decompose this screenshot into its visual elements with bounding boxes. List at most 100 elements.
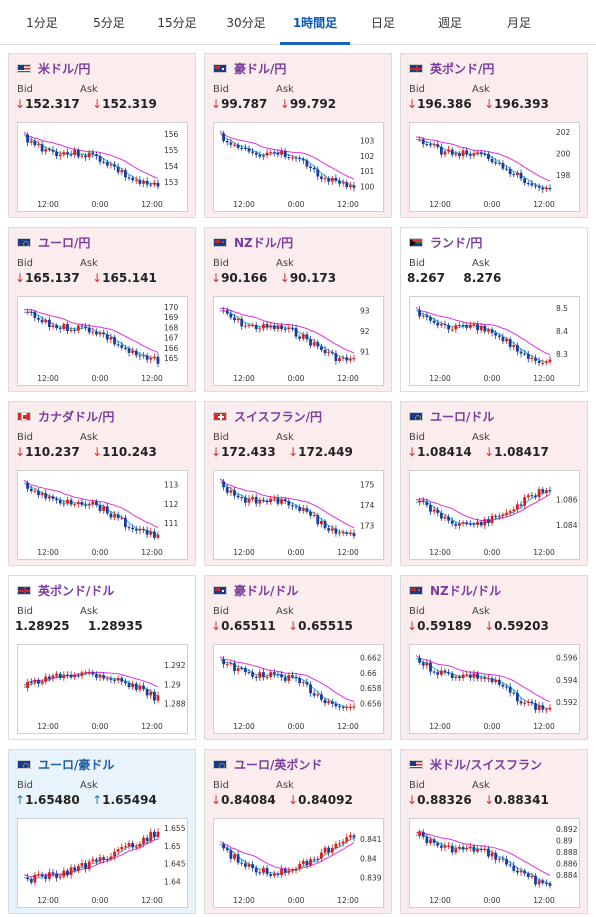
y-tick-label: 167	[164, 334, 179, 343]
rate-card[interactable]: カナダドル/円 Bid Ask ↓110.237 ↓110.243 113 112…	[8, 401, 196, 566]
rate-card[interactable]: ユーロ/ドル Bid Ask ↓1.08414 ↓1.08417 1.086 1.…	[400, 401, 588, 566]
candle-body	[127, 527, 131, 529]
candle-body	[120, 846, 124, 850]
pair-title[interactable]: ランド/円	[409, 234, 482, 250]
candle-body	[476, 324, 479, 331]
candlestick-svg: 0.596 0.594 0.592 12:00 0:00 12:00	[415, 653, 578, 731]
candlestick-svg: 1.655 1.65 1.645 1.64 12:00 0:00 12:00	[23, 824, 186, 905]
candle-body	[479, 152, 483, 154]
candle-body	[508, 339, 512, 347]
tab-5[interactable]: 日足	[370, 16, 395, 30]
bid-label: Bid	[213, 84, 229, 95]
tab-2[interactable]: 15分足	[157, 16, 197, 30]
candle-body	[494, 332, 498, 336]
pair-title[interactable]: NZドル/ドル	[409, 582, 501, 598]
pair-title[interactable]: ユーロ/英ポンド	[213, 756, 322, 772]
candle-body	[251, 672, 254, 677]
candle-body	[548, 359, 552, 362]
tab-0[interactable]: 1分足	[26, 16, 58, 30]
price-chart[interactable]: 170 169 168 167 166 165 12:00 0:00 12:00	[17, 296, 188, 386]
candle-body	[316, 342, 320, 347]
candle-body	[84, 504, 87, 506]
tab-1[interactable]: 5分足	[93, 16, 125, 30]
candle-body	[334, 843, 338, 848]
pair-title[interactable]: スイスフラン/円	[213, 408, 322, 424]
tab-4[interactable]: 1時間足	[280, 0, 350, 45]
candle-body	[516, 172, 519, 176]
x-tick-label: 0:00	[484, 722, 501, 731]
candle-body	[84, 672, 87, 674]
rate-card[interactable]: ユーロ/円 Bid Ask ↓165.137 ↓165.141 170 169 16…	[8, 227, 196, 392]
eu-gb-flag	[213, 759, 227, 769]
pair-title[interactable]: ユーロ/円	[17, 234, 90, 250]
pair-title[interactable]: 豪ドル/ドル	[213, 582, 298, 598]
tab-7[interactable]: 月足	[506, 16, 531, 30]
price-values: ↓196.386 ↓196.393	[407, 97, 549, 111]
rate-card[interactable]: 豪ドル/円 Bid Ask ↓99.787 ↓99.792 103 102 101 1…	[204, 53, 392, 218]
candle-body	[305, 334, 309, 340]
rate-card[interactable]: 英ポンド/円 Bid Ask ↓196.386 ↓196.393 202 200 1…	[400, 53, 588, 218]
pair-title[interactable]: 豪ドル/円	[213, 60, 286, 76]
price-chart[interactable]: 156 155 154 153 12:00 0:00 12:00	[17, 122, 188, 212]
pair-title[interactable]: 英ポンド/円	[409, 60, 494, 76]
candle-body	[131, 843, 135, 848]
candle-body	[450, 329, 454, 331]
rate-card[interactable]: ランド/円 Bid Ask 8.267 8.276 8.5 8.4 8.3 12:00…	[400, 227, 588, 392]
candle-body	[258, 672, 262, 678]
tab-3[interactable]: 30分足	[226, 16, 266, 30]
ask-label: Ask	[276, 780, 294, 791]
candle-body	[534, 185, 537, 187]
candle-body	[134, 683, 138, 690]
price-chart[interactable]: 0.892 0.89 0.888 0.886 0.884 12:00 0:00 12:00	[409, 818, 580, 908]
rate-card[interactable]: スイスフラン/円 Bid Ask ↓172.433 ↓172.449 175 17…	[204, 401, 392, 566]
rate-card[interactable]: ユーロ/英ポンド Bid Ask ↓0.84084 ↓0.84092 0.841…	[204, 749, 392, 914]
price-chart[interactable]: 0.662 0.66 0.658 0.656 12:00 0:00 12:00	[213, 644, 384, 734]
price-chart[interactable]: 103 102 101 100 12:00 0:00 12:00	[213, 122, 384, 212]
candle-body	[280, 499, 283, 504]
pair-title[interactable]: ユーロ/豪ドル	[17, 756, 114, 772]
candle-body	[483, 677, 487, 679]
candle-body	[272, 497, 276, 499]
price-chart[interactable]: 175 174 173 12:00 0:00 12:00	[213, 470, 384, 560]
pair-title[interactable]: 英ポンド/ドル	[17, 582, 114, 598]
price-chart[interactable]: 8.5 8.4 8.3 12:00 0:00 12:00	[409, 296, 580, 386]
candle-body	[447, 149, 450, 152]
candle-body	[222, 310, 226, 312]
candle-body	[283, 499, 287, 502]
candle-body	[338, 180, 341, 184]
candle-body	[26, 311, 30, 313]
candle-body	[472, 523, 476, 525]
rate-card[interactable]: ユーロ/豪ドル Bid Ask ↑1.65480 ↑1.65494 1.655 1…	[8, 749, 196, 914]
price-chart[interactable]: 1.086 1.084 12:00 0:00 12:00	[409, 470, 580, 560]
arrow-down-icon: ↓	[92, 445, 103, 459]
price-chart[interactable]: 202 200 198 12:00 0:00 12:00	[409, 122, 580, 212]
candle-body	[145, 529, 149, 535]
rate-card[interactable]: 豪ドル/ドル Bid Ask ↓0.65511 ↓0.65515 0.662 0.…	[204, 575, 392, 740]
price-chart[interactable]: 1.655 1.65 1.645 1.64 12:00 0:00 12:00	[17, 818, 188, 908]
candle-body	[62, 674, 66, 678]
rate-card[interactable]: 米ドル/円 Bid Ask ↓152.317 ↓152.319 156 155 15…	[8, 53, 196, 218]
tab-6[interactable]: 週足	[437, 16, 462, 30]
price-chart[interactable]: 0.596 0.594 0.592 12:00 0:00 12:00	[409, 644, 580, 734]
pair-title[interactable]: ユーロ/ドル	[409, 408, 494, 424]
pair-title[interactable]: カナダドル/円	[17, 408, 114, 424]
rate-card[interactable]: 米ドル/スイスフラン Bid Ask ↓0.88326 ↓0.88341 0.8…	[400, 749, 588, 914]
candle-body	[487, 848, 490, 857]
price-chart[interactable]: 1.292 1.29 1.288 12:00 0:00 12:00	[17, 644, 188, 734]
price-chart[interactable]: 93 92 91 12:00 0:00 12:00	[213, 296, 384, 386]
ask-value: 0.59203	[494, 619, 549, 633]
pair-title[interactable]: 米ドル/円	[17, 60, 90, 76]
candle-body	[338, 706, 341, 708]
pair-title[interactable]: NZドル/円	[213, 234, 293, 250]
rate-card[interactable]: NZドル/円 Bid Ask ↓90.166 ↓90.173 93 92 91 12:…	[204, 227, 392, 392]
candle-body	[530, 701, 534, 704]
rate-card[interactable]: 英ポンド/ドル Bid Ask 1.28925 1.28935 1.292 1.2…	[8, 575, 196, 740]
arrow-down-icon: ↓	[484, 97, 495, 111]
rate-card[interactable]: NZドル/ドル Bid Ask ↓0.59189 ↓0.59203 0.596 0…	[400, 575, 588, 740]
candle-body	[37, 144, 40, 146]
pair-title[interactable]: 米ドル/スイスフラン	[409, 756, 542, 772]
price-chart[interactable]: 113 112 111 12:00 0:00 12:00	[17, 470, 188, 560]
ma-long-line	[415, 654, 551, 703]
price-chart[interactable]: 0.841 0.84 0.839 12:00 0:00 12:00	[213, 818, 384, 908]
x-tick-label: 12:00	[141, 374, 163, 383]
